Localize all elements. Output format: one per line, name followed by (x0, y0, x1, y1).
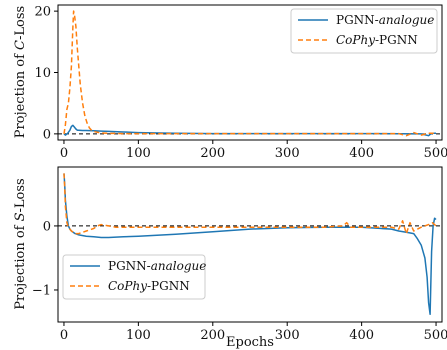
y-tick-label: 0 (43, 127, 51, 142)
bottom-x-axis-label: Epochs (226, 335, 274, 350)
top-legend: PGNN-analogue CoPhy-PGNN (290, 8, 438, 54)
bottom-ticks: 0 100 200 300 400 500 −1 0 (32, 219, 447, 343)
top-ticks: 0 100 200 300 400 500 0 10 20 (34, 5, 447, 161)
y-tick-label: 20 (34, 5, 51, 20)
x-tick-label: 100 (126, 328, 151, 343)
series-line-pgnn-analogue (63, 124, 436, 137)
top-y-axis-label: Projection of C-Loss (13, 6, 28, 138)
y-tick-label: −1 (32, 283, 51, 298)
x-tick-label: 300 (275, 328, 300, 343)
y-tick-label: 10 (34, 66, 51, 81)
x-tick-label: 400 (349, 328, 374, 343)
bottom-series-group (63, 173, 437, 316)
top-panel: 0 100 200 300 400 500 0 10 20 Projection of C-Lo… (13, 4, 447, 161)
x-tick-label: 500 (424, 328, 447, 343)
bottom-y-axis-label: Projection of S-Loss (13, 178, 28, 309)
series-line-cophy-pgnn (63, 10, 436, 137)
x-tick-label: 200 (200, 328, 225, 343)
bottom-panel: 0 100 200 300 400 500 −1 0 Projection of S-Loss… (13, 166, 447, 350)
x-tick-label: 0 (60, 146, 68, 161)
series-line-cophy-pgnn (63, 173, 437, 235)
x-tick-label: 100 (126, 146, 151, 161)
x-tick-label: 500 (424, 146, 447, 161)
x-tick-label: 300 (275, 146, 300, 161)
x-tick-label: 400 (349, 146, 374, 161)
y-tick-label: 0 (43, 219, 51, 234)
bottom-legend-label-cophy-pgnn: CoPhy-PGNN (108, 279, 190, 293)
bottom-legend-label-pgnn-analogue: PGNN-analogue (108, 259, 206, 273)
x-tick-label: 0 (60, 328, 68, 343)
bottom-axes-frame (57, 166, 443, 323)
bottom-legend: PGNN-analogue CoPhy-PGNN (62, 254, 206, 300)
top-series-group (63, 10, 436, 137)
top-legend-label-cophy-pgnn: CoPhy-PGNN (336, 33, 418, 47)
x-tick-label: 200 (200, 146, 225, 161)
top-legend-label-pgnn-analogue: PGNN-analogue (336, 13, 434, 27)
